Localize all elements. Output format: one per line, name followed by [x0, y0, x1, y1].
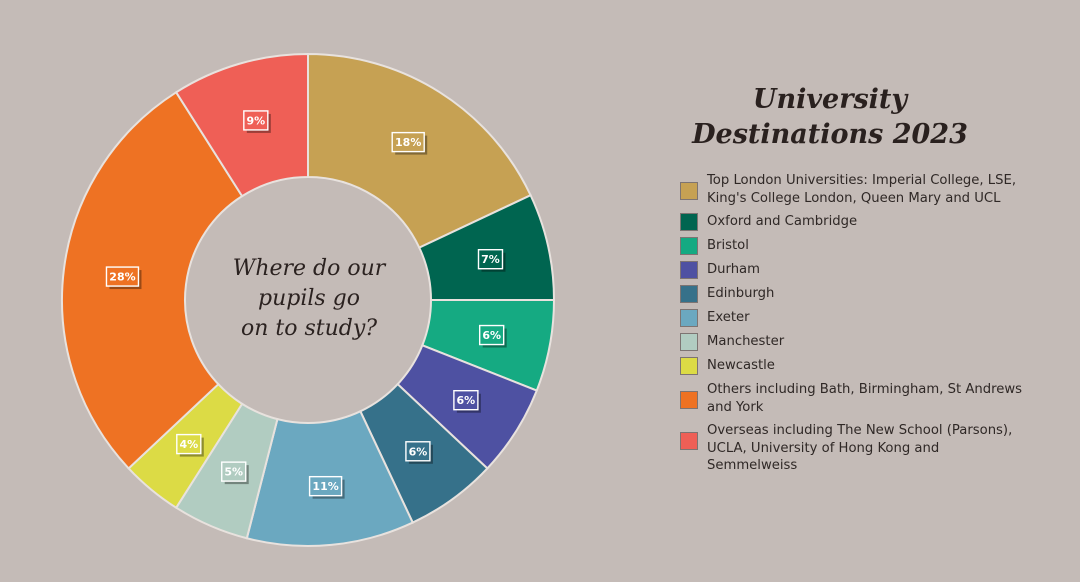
legend-label: Edinburgh: [707, 286, 775, 302]
value-label-text: 4%: [179, 438, 198, 451]
value-label-box: [221, 461, 247, 482]
legend: Top London Universities: Imperial Colleg…: [680, 172, 1025, 481]
slice-10: [174, 52, 309, 198]
value-label-text: 6%: [482, 329, 501, 342]
legend-item-10: Overseas including The New School (Parso…: [680, 422, 1025, 475]
value-label-text: 18%: [395, 136, 421, 149]
center-text: Where do our pupils go on to study?: [233, 256, 387, 341]
legend-swatch: [680, 261, 698, 279]
value-label-text: 6%: [409, 445, 428, 458]
value-label-box: [478, 324, 505, 346]
legend-item-6: Exeter: [680, 309, 1025, 327]
value-label-9: 28%: [105, 266, 142, 290]
legend-swatch: [680, 391, 698, 409]
legend-swatch: [680, 285, 698, 303]
legend-item-1: Top London Universities: Imperial Colleg…: [680, 172, 1025, 207]
legend-label: Oxford and Cambridge: [707, 214, 858, 230]
legend-label: Bristol: [707, 238, 749, 254]
value-label-box: [176, 433, 202, 455]
legend-label: Manchester: [707, 334, 785, 350]
chart-title: University Destinations 2023: [672, 82, 988, 152]
value-label-7: 5%: [221, 461, 249, 485]
value-label-3: 6%: [478, 324, 507, 348]
legend-item-5: Edinburgh: [680, 285, 1025, 303]
value-label-text: 9%: [246, 114, 265, 127]
value-label-box: [453, 389, 479, 411]
legend-swatch: [680, 432, 698, 450]
value-label-box: [243, 110, 269, 131]
value-label-1: 18%: [391, 131, 428, 155]
value-label-text: 5%: [224, 466, 243, 479]
value-label-6: 11%: [308, 475, 345, 499]
value-label-text: 6%: [457, 394, 476, 407]
legend-item-2: Oxford and Cambridge: [680, 213, 1025, 231]
value-label-text: 11%: [312, 480, 338, 493]
value-label-box: [308, 475, 343, 497]
value-label-text: 28%: [109, 271, 135, 284]
value-label-box: [405, 441, 431, 462]
donut-chart: 18% 7% 6% 6% 6% 11% 5% 4% 28% 9% Where do our pup…: [61, 52, 556, 547]
value-label-box: [391, 131, 425, 153]
value-label-text: 7%: [481, 253, 500, 266]
value-label-box: [105, 266, 140, 287]
center-text-line-2: pupils go: [258, 286, 360, 311]
legend-label: Others including Bath, Birmingham, St An…: [707, 382, 1022, 415]
legend-item-4: Durham: [680, 261, 1025, 279]
legend-swatch: [680, 333, 698, 351]
value-label-2: 7%: [477, 249, 506, 272]
legend-item-7: Manchester: [680, 333, 1025, 351]
value-label-4: 6%: [453, 389, 481, 413]
legend-label: Newcastle: [707, 358, 775, 374]
value-label-5: 6%: [405, 441, 433, 464]
legend-label: Overseas including The New School (Parso…: [707, 423, 1013, 473]
legend-label: Durham: [707, 262, 760, 278]
legend-swatch: [680, 213, 698, 231]
legend-item-3: Bristol: [680, 237, 1025, 255]
legend-swatch: [680, 237, 698, 255]
legend-swatch: [680, 357, 698, 375]
slice-9: [61, 90, 244, 470]
legend-swatch: [680, 182, 698, 200]
value-label-8: 4%: [176, 433, 204, 457]
value-labels-layer: 18% 7% 6% 6% 6% 11% 5% 4% 28% 9%: [105, 110, 507, 499]
chart-title-line-2: Destinations 2023: [692, 119, 968, 150]
value-label-10: 9%: [243, 110, 271, 133]
legend-item-8: Newcastle: [680, 357, 1025, 375]
legend-label: Top London Universities: Imperial Colleg…: [707, 173, 1017, 206]
legend-label: Exeter: [707, 310, 750, 326]
legend-item-9: Others including Bath, Birmingham, St An…: [680, 381, 1025, 416]
value-label-box: [477, 249, 504, 270]
center-text-line-3: on to study?: [241, 316, 377, 341]
legend-swatch: [680, 309, 698, 327]
center-text-line-1: Where do our: [233, 256, 387, 281]
chart-title-line-1: University: [752, 84, 908, 115]
